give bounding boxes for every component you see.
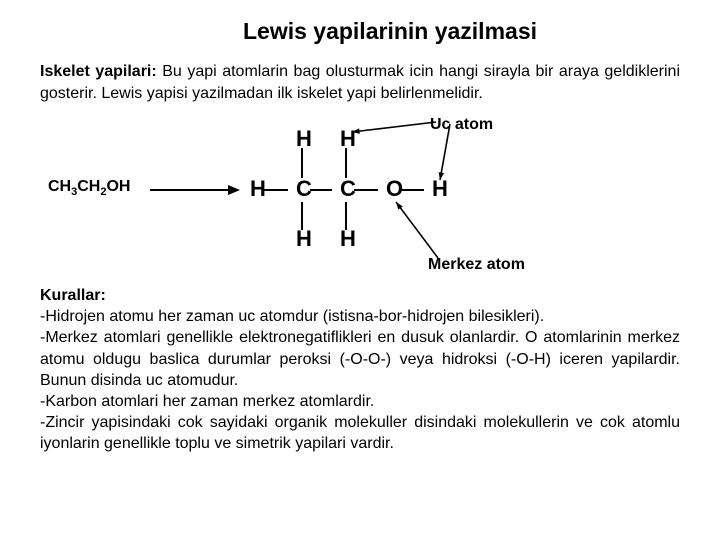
rule-2: -Merkez atomlari genellikle elektronegat… — [40, 327, 680, 390]
svg-text:C: C — [340, 176, 356, 201]
intro-bold: Iskelet yapilari: — [40, 63, 157, 80]
svg-text:O: O — [386, 176, 403, 201]
rule-3: -Karbon atomlari her zaman merkez atomla… — [40, 391, 680, 412]
rules-block: Kurallar: -Hidrojen atomu her zaman uc a… — [40, 285, 680, 454]
rules-heading: Kurallar: — [40, 285, 680, 306]
diagram-area: Uc atom CH3CH2OH HHHCCOHHH Merkez atom — [40, 112, 680, 277]
svg-text:H: H — [296, 226, 312, 251]
rule-1: -Hidrojen atomu her zaman uc atomdur (is… — [40, 306, 680, 327]
page-title: Lewis yapilarinin yazilmasi — [40, 18, 680, 45]
lewis-structure: HHHCCOHHH — [240, 120, 480, 270]
merkez-atom-label: Merkez atom — [428, 256, 525, 274]
molecular-formula: CH3CH2OH — [48, 178, 130, 198]
formula-arrow-icon — [150, 184, 240, 196]
svg-text:H: H — [250, 176, 266, 201]
svg-text:H: H — [296, 126, 312, 151]
rule-4: -Zincir yapisindaki cok sayidaki organik… — [40, 412, 680, 454]
intro-paragraph: Iskelet yapilari: Bu yapi atomlarin bag … — [40, 61, 680, 104]
svg-text:C: C — [296, 176, 312, 201]
svg-text:H: H — [340, 126, 356, 151]
svg-text:H: H — [340, 226, 356, 251]
